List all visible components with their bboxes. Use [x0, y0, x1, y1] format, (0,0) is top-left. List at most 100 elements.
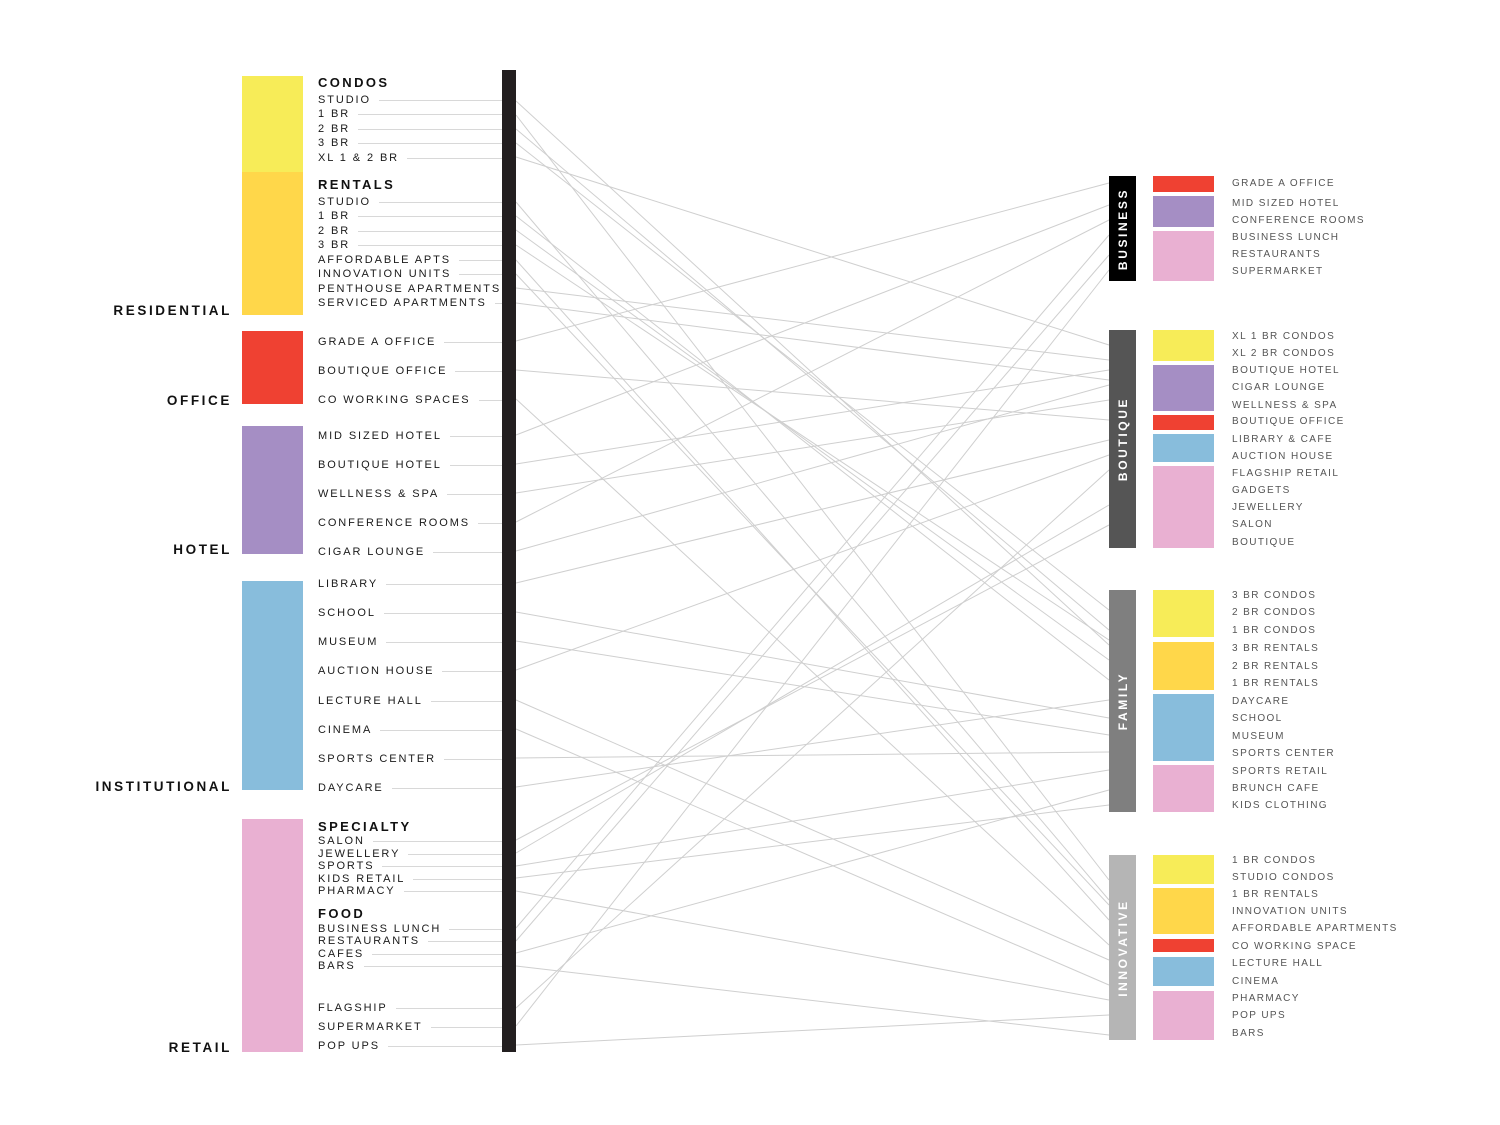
connector-line — [515, 699, 1110, 961]
left-item: PENTHOUSE APARTMENTS — [318, 283, 502, 295]
connector-line — [515, 524, 1110, 841]
leader-line — [382, 866, 502, 867]
right-item: CO WORKING SPACE — [1232, 941, 1358, 952]
right-item: BRUNCH CAFE — [1232, 783, 1320, 794]
leader-line — [408, 854, 502, 855]
right-item: WELLNESS & SPA — [1232, 400, 1338, 411]
connector-line — [515, 469, 1110, 1009]
connector-line — [515, 369, 1110, 421]
connector-line — [515, 699, 1110, 788]
left-item: BOUTIQUE OFFICE — [318, 365, 448, 377]
category-residential: RESIDENTIAL — [113, 303, 232, 318]
connector-line — [515, 804, 1110, 879]
left-item: BARS — [318, 960, 356, 972]
right-item: 2 BR CONDOS — [1232, 607, 1317, 618]
left-item: 1 BR — [318, 108, 351, 120]
right-item: 1 BR RENTALS — [1232, 889, 1320, 900]
right-item: INNOVATION UNITS — [1232, 906, 1348, 917]
right-item: LIBRARY & CAFE — [1232, 434, 1333, 445]
right-item: 3 BR CONDOS — [1232, 590, 1317, 601]
right-item: PHARMACY — [1232, 993, 1300, 1004]
boutique-retail-swatch — [1153, 466, 1214, 548]
leader-line — [478, 523, 502, 524]
connector-line — [515, 142, 1110, 611]
leader-line — [427, 941, 502, 942]
right-item: MID SIZED HOTEL — [1232, 198, 1340, 209]
right-item: CINEMA — [1232, 976, 1280, 987]
connector-line — [515, 244, 1110, 641]
left-item: RESTAURANTS — [318, 935, 420, 947]
leader-line — [449, 436, 502, 437]
connector-line — [515, 128, 1110, 631]
left-item: SPORTS — [318, 860, 375, 872]
leader-line — [478, 400, 502, 401]
left-item: CO WORKING SPACES — [318, 394, 471, 406]
leader-line — [455, 371, 502, 372]
innovative-retail-swatch — [1153, 991, 1214, 1040]
leader-line — [358, 143, 502, 144]
group-tag-boutique: BOUTIQUE — [1109, 330, 1136, 548]
connector-line — [515, 269, 1110, 1027]
innovative-condos-swatch — [1153, 855, 1214, 884]
connector-line — [515, 890, 1110, 1001]
connector-line — [515, 439, 1110, 584]
right-item: CONFERENCE ROOMS — [1232, 215, 1365, 226]
left-item: CONFERENCE ROOMS — [318, 517, 471, 529]
left-item: 3 BR — [318, 137, 351, 149]
family-retail-swatch — [1153, 765, 1214, 812]
category-hotel: HOTEL — [173, 542, 232, 557]
right-item: KIDS CLOTHING — [1232, 800, 1328, 811]
connector-line — [515, 611, 1110, 719]
right-item: GADGETS — [1232, 485, 1291, 496]
right-item: 1 BR CONDOS — [1232, 625, 1317, 636]
left-item: LIBRARY — [318, 578, 379, 590]
left-item: POP UPS — [318, 1040, 381, 1052]
connector-line — [515, 454, 1110, 671]
connector-line — [515, 399, 1110, 494]
left-item: FLAGSHIP — [318, 1002, 388, 1014]
business-hotel-swatch — [1153, 196, 1214, 227]
leader-line — [459, 274, 502, 275]
connector-line — [515, 229, 1110, 661]
connector-line — [515, 204, 1110, 436]
left-item: STUDIO — [318, 94, 371, 106]
connector-line — [515, 789, 1110, 954]
category-institutional: INSTITUTIONAL — [95, 779, 232, 794]
left-item: KIDS RETAIL — [318, 873, 406, 885]
left-item: BOUTIQUE HOTEL — [318, 459, 442, 471]
office-block — [242, 331, 303, 404]
retail-block — [242, 819, 303, 1052]
right-item: SALON — [1232, 519, 1273, 530]
left-item: LECTURE HALL — [318, 695, 423, 707]
right-item: SUPERMARKET — [1232, 266, 1324, 277]
right-item: FLAGSHIP RETAIL — [1232, 468, 1340, 479]
right-item: BOUTIQUE HOTEL — [1232, 365, 1340, 376]
family-institutional-swatch — [1153, 694, 1214, 761]
category-office: OFFICE — [166, 393, 232, 408]
right-item: SCHOOL — [1232, 713, 1283, 724]
right-item: CIGAR LOUNGE — [1232, 382, 1326, 393]
left-item: DAYCARE — [318, 782, 384, 794]
right-item: RESTAURANTS — [1232, 249, 1322, 260]
innovative-office-swatch — [1153, 939, 1214, 952]
category-retail: RETAIL — [168, 1040, 232, 1055]
connector-line — [515, 751, 1110, 759]
connector-line — [515, 302, 1110, 381]
boutique-condos-swatch — [1153, 330, 1214, 361]
leader-line — [430, 701, 502, 702]
left-item: SCHOOL — [318, 607, 376, 619]
connector-line — [515, 254, 1110, 942]
right-item: AUCTION HOUSE — [1232, 451, 1334, 462]
group-tag-label: FAMILY — [1115, 671, 1130, 731]
leader-line — [449, 465, 502, 466]
left-item: MUSEUM — [318, 636, 379, 648]
subheading-specialty: SPECIALTY — [318, 819, 412, 834]
leader-line — [430, 1027, 502, 1028]
connector-line — [515, 384, 1110, 552]
right-item: POP UPS — [1232, 1010, 1287, 1021]
connector-line — [515, 219, 1110, 523]
group-tag-label: BUSINESS — [1115, 187, 1130, 270]
family-rentals-swatch — [1153, 642, 1214, 690]
